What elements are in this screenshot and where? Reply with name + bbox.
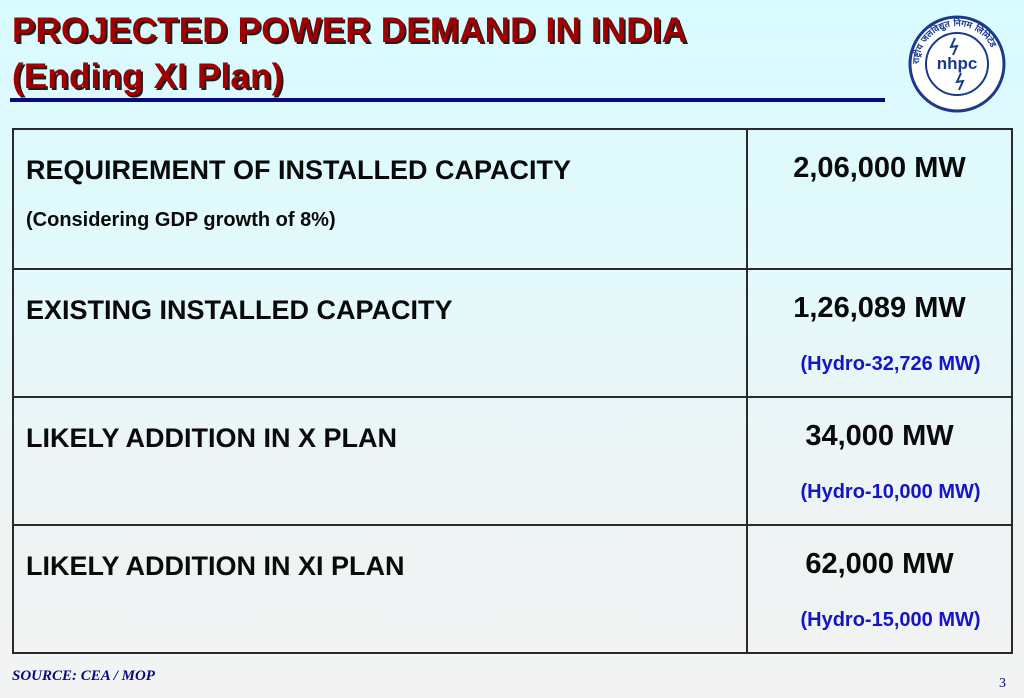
table-row: LIKELY ADDITION IN XI PLAN 62,000 MW (Hy… (12, 524, 1013, 654)
row-value: 34,000 MW (805, 420, 954, 452)
table-row: REQUIREMENT OF INSTALLED CAPACITY (Consi… (12, 128, 1013, 270)
power-demand-table: REQUIREMENT OF INSTALLED CAPACITY (Consi… (12, 128, 1013, 654)
row-value: 62,000 MW (805, 548, 954, 580)
table-row: EXISTING INSTALLED CAPACITY 1,26,089 MW … (12, 268, 1013, 398)
row-value-cell: 62,000 MW (Hydro-15,000 MW) (746, 524, 1013, 654)
row-hydro-value: (Hydro-32,726 MW) (800, 353, 981, 375)
row-label-cell: EXISTING INSTALLED CAPACITY (12, 268, 748, 398)
row-value-cell: 1,26,089 MW (Hydro-32,726 MW) (746, 268, 1013, 398)
title-line-1: PROJECTED POWER DEMAND IN INDIA (12, 11, 688, 50)
row-label-cell: LIKELY ADDITION IN X PLAN (12, 396, 748, 526)
row-label-cell: REQUIREMENT OF INSTALLED CAPACITY (Consi… (12, 128, 748, 270)
row-value: 1,26,089 MW (793, 292, 966, 324)
row-hydro-value: (Hydro-10,000 MW) (800, 481, 981, 503)
row-value: 2,06,000 MW (793, 152, 966, 184)
row-sublabel: (Considering GDP growth of 8%) (26, 209, 336, 231)
title-line-2: (Ending XI Plan) (12, 57, 284, 96)
row-value-cell: 2,06,000 MW (746, 128, 1013, 270)
row-label: EXISTING INSTALLED CAPACITY (26, 295, 453, 325)
source-note: SOURCE: CEA / MOP (12, 668, 155, 684)
nhpc-logo: राष्ट्रीय जलविद्युत निगम लिमिटेड nhpc (907, 14, 1007, 114)
nhpc-logo-icon: राष्ट्रीय जलविद्युत निगम लिमिटेड nhpc (908, 15, 1006, 113)
table-row: LIKELY ADDITION IN X PLAN 34,000 MW (Hyd… (12, 396, 1013, 526)
row-label: LIKELY ADDITION IN X PLAN (26, 423, 398, 453)
row-label: LIKELY ADDITION IN XI PLAN (26, 551, 405, 581)
logo-text: nhpc (937, 54, 978, 73)
row-hydro-value: (Hydro-15,000 MW) (800, 609, 981, 631)
title-underline (10, 98, 885, 102)
page-number: 3 (999, 676, 1006, 691)
slide-title: PROJECTED POWER DEMAND IN INDIA (Ending … (12, 8, 687, 100)
row-label: REQUIREMENT OF INSTALLED CAPACITY (26, 155, 571, 185)
row-value-cell: 34,000 MW (Hydro-10,000 MW) (746, 396, 1013, 526)
row-label-cell: LIKELY ADDITION IN XI PLAN (12, 524, 748, 654)
